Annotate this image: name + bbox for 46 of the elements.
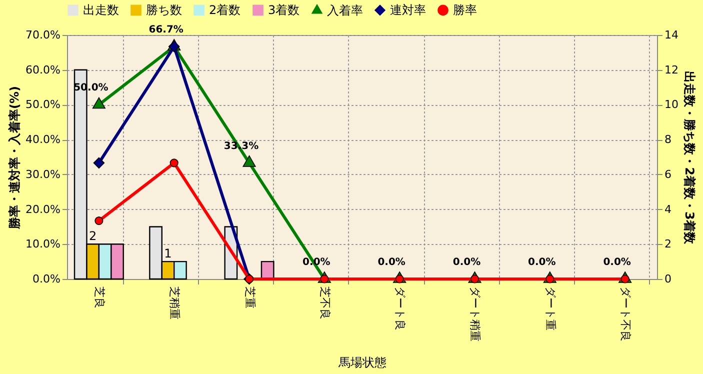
x-tick-label: ダート重 <box>544 286 557 330</box>
y-tick-label: 60.0% <box>26 63 60 76</box>
data-label: 0.0% <box>528 257 556 268</box>
legend-label: 入着率 <box>327 4 363 18</box>
y-tick-label: 30.0% <box>26 168 60 181</box>
y2-axis-title: 出走数・勝ち数・2着数・3着数 <box>682 71 696 245</box>
x-tick-label: ダート良 <box>394 286 407 330</box>
x-tick-label: ダート不良 <box>619 286 632 342</box>
x-tick-label: 芝良 <box>92 286 106 308</box>
x-tick-label: 芝稍重 <box>168 286 182 320</box>
data-label: 66.7% <box>148 24 184 36</box>
legend-label: 3着数 <box>268 3 300 18</box>
y-tick-label: 70.0% <box>26 28 60 42</box>
legend-label: 2着数 <box>209 3 241 18</box>
point <box>242 155 256 167</box>
y2-tick-label: 10 <box>664 98 678 112</box>
x-tick-label: 芝重 <box>243 286 256 308</box>
x-axis-title: 馬場状態 <box>338 356 386 370</box>
y2-tick-label: 8 <box>664 133 672 146</box>
point <box>92 97 106 109</box>
x-tick-label: ダート稍重 <box>468 286 482 342</box>
y2-tick-label: 6 <box>664 168 672 181</box>
y-tick-label: 20.0% <box>26 202 60 216</box>
y2-tick-label: 2 <box>664 238 672 251</box>
y2-tick-label: 14 <box>664 28 678 42</box>
y-tick-label: 0.0% <box>32 272 60 286</box>
y-tick-label: 10.0% <box>26 238 60 251</box>
y-axis-title: 勝率・連対率・入着率(%) <box>8 86 22 230</box>
legend-label: 勝率 <box>453 3 477 18</box>
y2-tick-label: 12 <box>664 63 678 76</box>
data-label: 0.0% <box>452 257 481 268</box>
legend-label: 勝ち数 <box>146 3 182 18</box>
y-tick-label: 50.0% <box>26 98 60 112</box>
y2-tick-label: 4 <box>664 202 672 216</box>
point <box>94 216 104 226</box>
legend-label: 出走数 <box>83 3 119 18</box>
x-tick-label: 芝不良 <box>318 286 332 320</box>
data-label: 1 <box>164 246 172 261</box>
data-label: 0.0% <box>603 257 631 268</box>
data-label: 2 <box>89 229 97 244</box>
point <box>93 157 105 169</box>
y-tick-label: 40.0% <box>26 133 60 146</box>
legend-label: 連対率 <box>390 3 426 18</box>
point <box>170 158 178 168</box>
data-label: 0.0% <box>378 257 406 268</box>
y2-tick-label: 0 <box>664 272 672 286</box>
